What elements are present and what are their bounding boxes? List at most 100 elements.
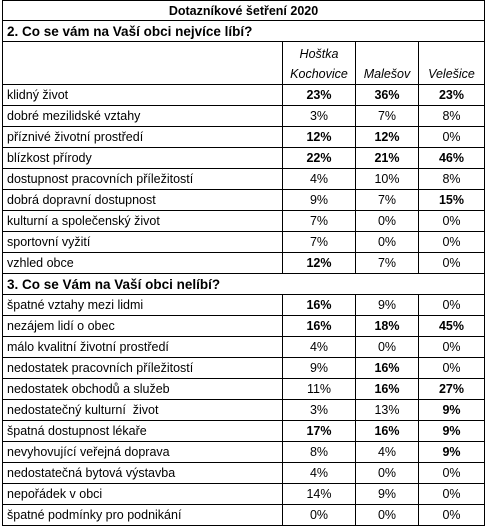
value-cell: 3% <box>282 105 356 127</box>
value-cell: 7% <box>355 189 419 211</box>
data-row: špatná dostupnost lékaře 17% 16% 9% <box>2 420 485 442</box>
value-cell: 0% <box>418 483 485 505</box>
value-cell: 4% <box>282 462 356 484</box>
value-cell: 4% <box>355 441 419 463</box>
value-cell: 4% <box>282 336 356 358</box>
value-cell: 0% <box>418 294 485 316</box>
data-row: klidný život 23% 36% 23% <box>2 84 485 106</box>
row-label: dobrá dopravní dostupnost <box>2 189 283 211</box>
value-cell: 11% <box>282 378 356 400</box>
row-label: dostupnost pracovních příležitostí <box>2 168 283 190</box>
value-cell: 9% <box>282 357 356 379</box>
column-header-blank <box>2 41 283 85</box>
value-cell: 0% <box>355 210 419 232</box>
section-heading: 2. Co se vám na Vaší obci nejvíce líbí? <box>2 20 485 42</box>
row-label: nedostatek obchodů a služeb <box>2 378 283 400</box>
data-row: kulturní a společenský život 7% 0% 0% <box>2 210 485 232</box>
value-cell: 18% <box>355 315 419 337</box>
row-label: vzhled obce <box>2 252 283 274</box>
data-row: blízkost přírody 22% 21% 46% <box>2 147 485 169</box>
value-cell: 0% <box>418 210 485 232</box>
row-label: nezájem lidí o obec <box>2 315 283 337</box>
value-cell: 0% <box>418 357 485 379</box>
value-cell: 9% <box>418 399 485 421</box>
column-header: Hoštka Kochovice <box>282 41 356 85</box>
value-cell: 14% <box>282 483 356 505</box>
data-row: nedostatečný kulturní život 3% 13% 9% <box>2 399 485 421</box>
value-cell: 9% <box>282 189 356 211</box>
value-cell: 12% <box>355 126 419 148</box>
value-cell: 12% <box>282 252 356 274</box>
data-row: vzhled obce 12% 7% 0% <box>2 252 485 274</box>
row-label: příznivé životní prostředí <box>2 126 283 148</box>
value-cell: 0% <box>355 462 419 484</box>
value-cell: 16% <box>355 357 419 379</box>
value-cell: 8% <box>418 168 485 190</box>
value-cell: 0% <box>282 504 356 526</box>
data-row: nezájem lidí o obec 16% 18% 45% <box>2 315 485 337</box>
data-row: nepořádek v obci 14% 9% 0% <box>2 483 485 505</box>
value-cell: 0% <box>418 252 485 274</box>
data-row: dobrá dopravní dostupnost 9% 7% 15% <box>2 189 485 211</box>
value-cell: 0% <box>418 231 485 253</box>
data-row: sportovní vyžití 7% 0% 0% <box>2 231 485 253</box>
value-cell: 15% <box>418 189 485 211</box>
value-cell: 7% <box>355 252 419 274</box>
value-cell: 0% <box>418 126 485 148</box>
value-cell: 45% <box>418 315 485 337</box>
value-cell: 7% <box>282 210 356 232</box>
value-cell: 23% <box>282 84 356 106</box>
value-cell: 0% <box>355 231 419 253</box>
value-cell: 27% <box>418 378 485 400</box>
row-label: kulturní a společenský život <box>2 210 283 232</box>
data-row: nedostatečná bytová výstavba 4% 0% 0% <box>2 462 485 484</box>
value-cell: 16% <box>355 378 419 400</box>
value-cell: 23% <box>418 84 485 106</box>
data-row: nevyhovující veřejná doprava 8% 4% 9% <box>2 441 485 463</box>
value-cell: 8% <box>418 105 485 127</box>
column-header: Malešov <box>355 41 419 85</box>
value-cell: 13% <box>355 399 419 421</box>
value-cell: 9% <box>355 483 419 505</box>
title-row: Dotazníkové šetření 2020 <box>2 0 485 21</box>
row-label: špatná dostupnost lékaře <box>2 420 283 442</box>
row-label: klidný život <box>2 84 283 106</box>
value-cell: 16% <box>355 420 419 442</box>
data-row: špatné vztahy mezi lidmi 16% 9% 0% <box>2 294 485 316</box>
value-cell: 0% <box>418 504 485 526</box>
row-label: nedostatečná bytová výstavba <box>2 462 283 484</box>
value-cell: 0% <box>355 504 419 526</box>
value-cell: 10% <box>355 168 419 190</box>
data-row: dobré mezilidské vztahy 3% 7% 8% <box>2 105 485 127</box>
row-label: špatné podmínky pro podnikání <box>2 504 283 526</box>
row-label: nevyhovující veřejná doprava <box>2 441 283 463</box>
value-cell: 12% <box>282 126 356 148</box>
column-header: Velešice <box>418 41 485 85</box>
value-cell: 16% <box>282 315 356 337</box>
value-cell: 9% <box>418 420 485 442</box>
data-row: nedostatek obchodů a služeb 11% 16% 27% <box>2 378 485 400</box>
column-header-row: Hoštka Kochovice Malešov Velešice <box>2 41 485 85</box>
section-row: 3. Co se Vám na Vaší obci nelíbí? <box>2 273 485 295</box>
value-cell: 7% <box>282 231 356 253</box>
data-row: nedostatek pracovních příležitostí 9% 16% 0… <box>2 357 485 379</box>
value-cell: 0% <box>418 462 485 484</box>
section-row: 2. Co se vám na Vaší obci nejvíce líbí? <box>2 20 485 42</box>
value-cell: 8% <box>282 441 356 463</box>
value-cell: 46% <box>418 147 485 169</box>
value-cell: 9% <box>355 294 419 316</box>
row-label: nepořádek v obci <box>2 483 283 505</box>
value-cell: 17% <box>282 420 356 442</box>
value-cell: 16% <box>282 294 356 316</box>
value-cell: 0% <box>418 336 485 358</box>
section-heading: 3. Co se Vám na Vaší obci nelíbí? <box>2 273 485 295</box>
value-cell: 3% <box>282 399 356 421</box>
row-label: málo kvalitní životní prostředí <box>2 336 283 358</box>
value-cell: 0% <box>355 336 419 358</box>
data-row: špatné podmínky pro podnikání 0% 0% 0% <box>2 504 485 526</box>
row-label: dobré mezilidské vztahy <box>2 105 283 127</box>
data-row: málo kvalitní životní prostředí 4% 0% 0% <box>2 336 485 358</box>
